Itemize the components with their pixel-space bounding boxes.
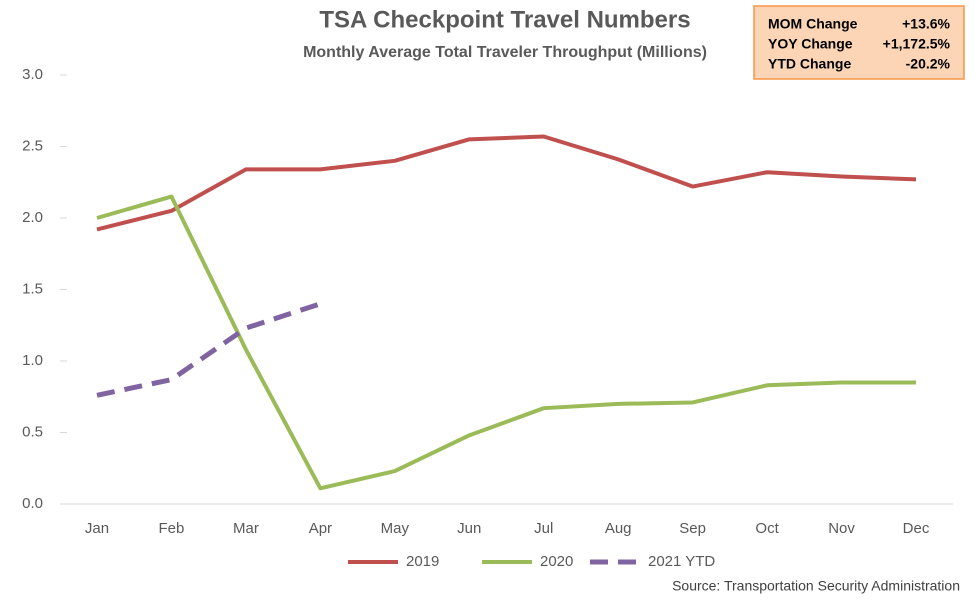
x-tick-label: Aug [605,520,632,537]
x-tick-label: Oct [755,520,779,537]
legend-label: 2019 [406,553,439,570]
line-2 [96,301,322,398]
x-tick-label: May [381,520,410,537]
x-tick-label: Dec [903,520,930,537]
legend-label: 2020 [540,553,573,570]
stat-label: YOY Change [768,36,853,52]
line-1 [96,194,916,491]
y-tick-label: 1.5 [22,280,43,297]
x-tick-label: Nov [828,520,855,537]
legend-label: 2021 YTD [648,553,715,570]
y-tick-label: 0.0 [22,495,43,512]
y-tick-label: 0.5 [22,423,43,440]
x-tick-label: Sep [679,520,706,537]
stats-box: MOM Change +13.6% YOY Change +1,172.5% YTD C… [753,5,965,80]
stat-value: +13.6% [902,16,950,32]
y-tick-label: 3.0 [22,66,43,83]
stat-value: -20.2% [906,56,951,72]
x-tick-label: Feb [159,520,185,537]
y-tick-label: 1.0 [22,352,43,369]
chart-title: TSA Checkpoint Travel Numbers [319,6,690,33]
y-tick-label: 2.5 [22,137,43,154]
x-tick-label: Jun [457,520,481,537]
line-0 [96,134,917,232]
source: Source: Transportation Security Administ… [672,578,960,594]
stat-label: MOM Change [768,16,858,32]
stat-label: YTD Change [768,56,851,72]
y-tick-label: 2.0 [22,209,43,226]
chart-subtitle: Monthly Average Total Traveler Throughpu… [303,44,707,61]
x-tick-label: Apr [309,520,332,537]
x-tick-label: Jan [85,520,109,537]
stat-value: +1,172.5% [883,36,951,52]
x-tick-label: Jul [534,520,553,537]
stats-box-bg [753,5,965,80]
x-tick-label: Mar [233,520,259,537]
